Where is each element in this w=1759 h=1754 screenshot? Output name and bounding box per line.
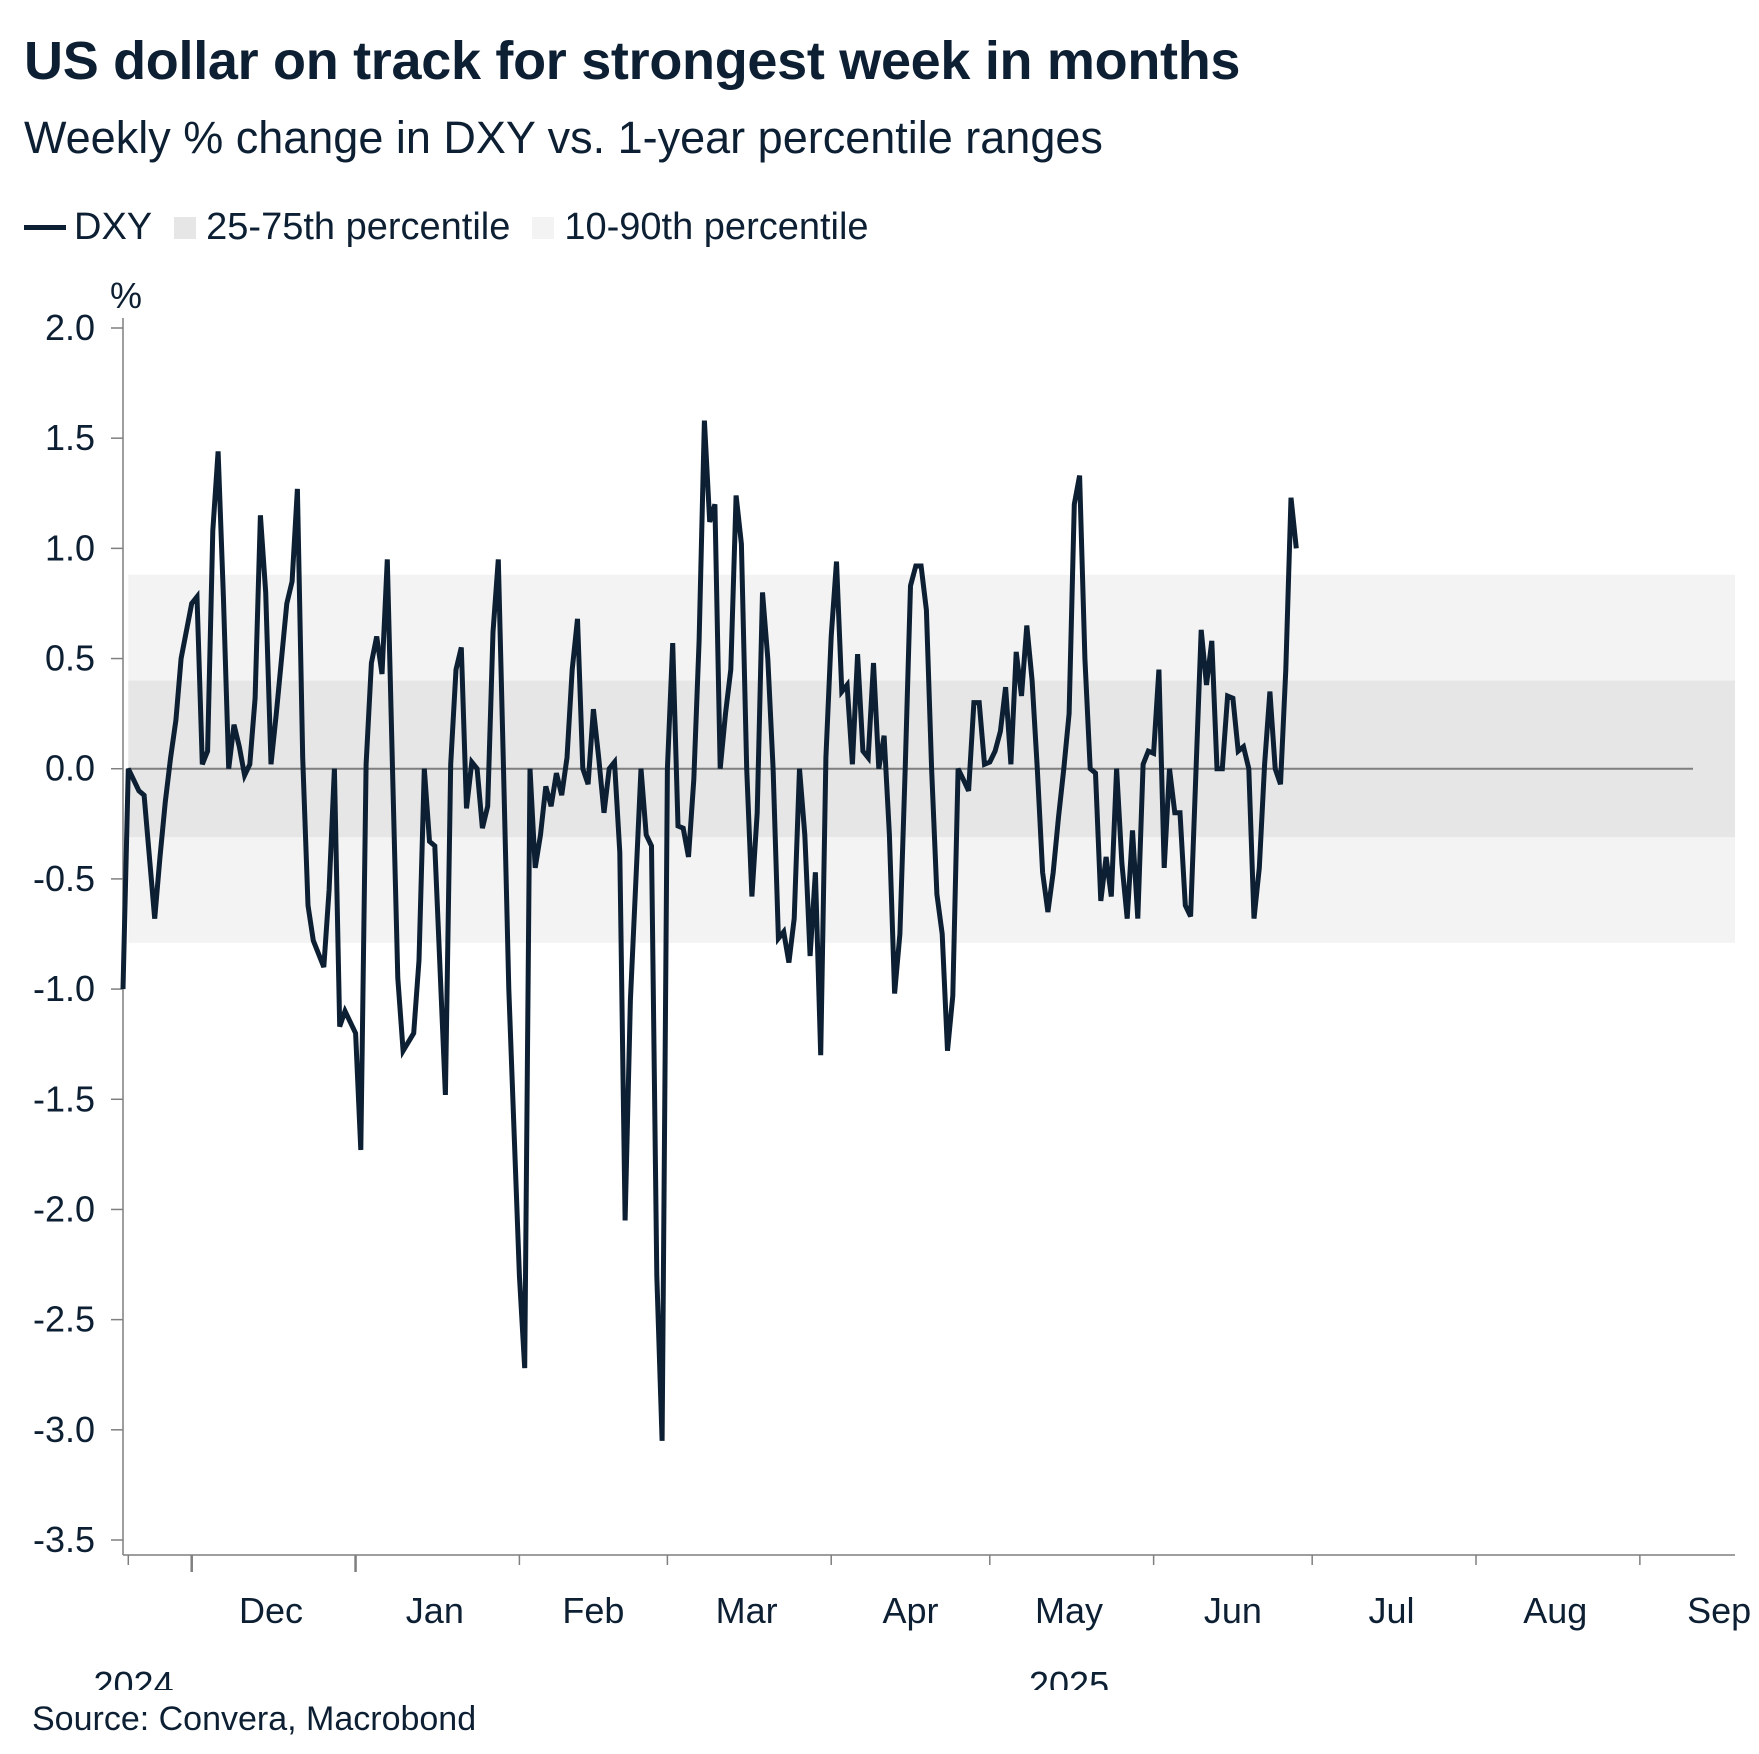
x-month-label: Mar <box>716 1590 778 1631</box>
x-month-label: Feb <box>562 1590 624 1631</box>
y-tick-label: -2.0 <box>33 1188 95 1229</box>
x-month-label: Dec <box>239 1590 303 1631</box>
axis-labels: 2.0 1.5 1.0 0.5 0.0 -0.5 -1.0 -1.5 -2.0 -2.5 -3.0 -… <box>33 280 1751 1690</box>
legend-item-dxy: DXY <box>24 206 152 249</box>
x-month-label: Apr <box>882 1590 938 1631</box>
x-month-label: Aug <box>1523 1590 1587 1631</box>
y-tick-label: -1.5 <box>33 1078 95 1119</box>
y-tick-label: -1.0 <box>33 968 95 1009</box>
y-tick-label: 1.5 <box>45 417 95 458</box>
legend-label-dxy: DXY <box>74 206 153 248</box>
dxy-series <box>120 420 1299 1441</box>
y-tick-label: 2.0 <box>45 307 95 348</box>
chart-subtitle: Weekly % change in DXY vs. 1-year percen… <box>24 112 1103 163</box>
y-tick-label: -2.5 <box>33 1299 95 1340</box>
x-year-label: 2024 <box>94 1664 174 1690</box>
source-note: Source: Convera, Macrobond <box>32 1700 477 1738</box>
axes <box>111 318 1735 1572</box>
y-tick-label: -3.5 <box>33 1519 95 1560</box>
legend-line-swatch <box>24 225 66 230</box>
legend: DXY 25-75th percentile 10-90th percentil… <box>24 206 891 249</box>
x-month-label: Jul <box>1368 1590 1414 1631</box>
y-tick-label: 0.0 <box>45 748 95 789</box>
legend-item-25-75: 25-75th percentile <box>174 206 510 249</box>
y-tick-label: 0.5 <box>45 638 95 679</box>
legend-box-swatch-10-90 <box>532 216 555 239</box>
legend-item-10-90: 10-90th percentile <box>532 206 869 249</box>
legend-label-25-75: 25-75th percentile <box>206 206 511 248</box>
legend-box-swatch-25-75 <box>174 216 197 239</box>
y-axis-unit-label: % <box>110 280 142 316</box>
y-tick-label: 1.0 <box>45 527 95 568</box>
x-year-label: 2025 <box>1029 1664 1109 1690</box>
x-month-label: May <box>1035 1590 1103 1631</box>
x-month-label: Jan <box>406 1590 464 1631</box>
chart-plot: 2.0 1.5 1.0 0.5 0.0 -0.5 -1.0 -1.5 -2.0 -2.5 -3.0 -… <box>33 280 1751 1690</box>
y-tick-label: -0.5 <box>33 858 95 899</box>
x-month-label: Sep <box>1687 1590 1751 1631</box>
series-line-dxy <box>120 420 1299 1441</box>
x-month-label: Jun <box>1204 1590 1262 1631</box>
y-tick-label: -3.0 <box>33 1409 95 1450</box>
legend-label-10-90: 10-90th percentile <box>564 206 869 248</box>
chart-title: US dollar on track for strongest week in… <box>24 31 1241 91</box>
